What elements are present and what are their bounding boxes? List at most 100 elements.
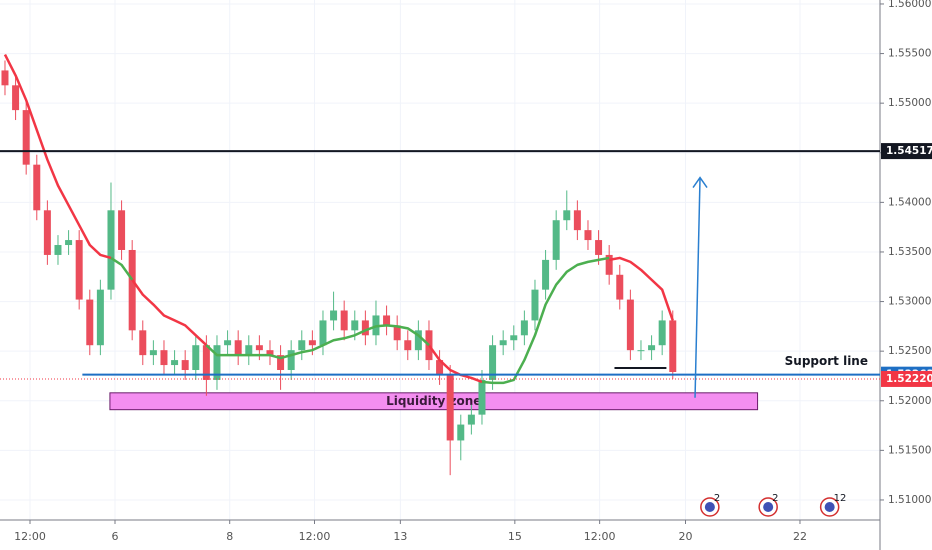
moving-average xyxy=(205,324,430,360)
y-tick-label: 1.51000 xyxy=(888,494,931,506)
candle-body xyxy=(160,350,168,366)
x-tick-label: 22 xyxy=(793,530,807,543)
price-box-label: 1.52220 xyxy=(886,373,932,385)
candle-body xyxy=(414,330,422,351)
candle-body xyxy=(436,360,444,375)
x-tick-label: 12:00 xyxy=(584,530,616,543)
candle-body xyxy=(531,289,539,321)
event-count: 12 xyxy=(834,493,847,504)
candle-body xyxy=(234,340,242,356)
moving-average xyxy=(608,256,674,321)
x-tick-label: 20 xyxy=(678,530,692,543)
candle-body xyxy=(277,355,285,371)
arrow-head xyxy=(692,176,708,188)
candle-body xyxy=(351,320,359,331)
candle-body xyxy=(298,340,306,351)
candle-body xyxy=(308,340,316,346)
liquidity-zone xyxy=(109,392,759,411)
candle-body xyxy=(595,240,603,255)
candle-body xyxy=(457,424,465,441)
candle-body xyxy=(658,320,666,346)
candle-body xyxy=(446,374,454,441)
candle-body xyxy=(340,310,348,331)
y-tick-label: 1.56000 xyxy=(888,0,931,10)
candle-body xyxy=(86,299,94,346)
candle-body xyxy=(245,345,253,356)
candle-body xyxy=(118,210,126,250)
candle-body xyxy=(552,220,560,260)
x-tick-label: 12:00 xyxy=(14,530,46,543)
candle-body xyxy=(510,335,518,341)
candle-body xyxy=(54,245,62,255)
level-text: Support line xyxy=(785,354,868,368)
candle-body xyxy=(669,320,677,372)
x-tick-label: 15 xyxy=(508,530,522,543)
candle-body xyxy=(96,289,104,346)
candle-body xyxy=(255,345,263,351)
candle-body xyxy=(584,230,592,241)
moving-average xyxy=(427,344,483,384)
y-tick-label: 1.55500 xyxy=(888,48,931,60)
candle-body xyxy=(128,249,136,331)
event-count: 2 xyxy=(772,493,778,504)
price-box xyxy=(881,143,932,160)
candle-body xyxy=(467,414,475,425)
y-tick-label: 1.53500 xyxy=(888,246,931,258)
candle-body xyxy=(43,210,51,255)
candle-body xyxy=(542,259,550,290)
y-tick-label: 1.55000 xyxy=(888,97,931,109)
candle-body xyxy=(648,345,656,351)
candle-body xyxy=(489,345,497,380)
moving-average xyxy=(110,256,134,281)
price-box xyxy=(881,370,932,387)
candle-body xyxy=(107,210,115,290)
zone-label: Liquidity zone xyxy=(386,394,481,408)
candle-body xyxy=(383,315,391,326)
candle-body xyxy=(65,240,73,246)
candle-body xyxy=(605,254,613,275)
candle-body xyxy=(499,340,507,346)
event-icon-inner xyxy=(763,502,774,512)
candle-body xyxy=(361,320,369,336)
moving-average xyxy=(131,279,208,347)
candle-body xyxy=(202,345,210,380)
y-tick-label: 1.54000 xyxy=(888,196,931,208)
candle-body xyxy=(1,70,9,86)
arrow-shaft xyxy=(694,177,701,398)
event-icon-inner xyxy=(824,502,835,512)
price-box-label: 1.54517 xyxy=(886,145,932,157)
candle-body xyxy=(330,310,338,321)
event-count: 2 xyxy=(714,493,720,504)
candle-body xyxy=(266,350,274,356)
candle-body xyxy=(404,340,412,351)
y-tick-label: 1.53000 xyxy=(888,296,931,308)
candle-body xyxy=(192,345,200,371)
candle-body xyxy=(149,350,157,356)
candle-body xyxy=(478,379,486,415)
x-tick-label: 13 xyxy=(393,530,407,543)
y-tick-label: 1.51500 xyxy=(888,444,931,456)
candle-body xyxy=(139,330,147,356)
x-tick-label: 12:00 xyxy=(299,530,331,543)
candle-body xyxy=(12,85,20,111)
candle-body xyxy=(637,350,645,352)
candle-body xyxy=(319,320,327,346)
moving-average xyxy=(481,256,610,385)
candle-body xyxy=(171,360,179,366)
moving-average xyxy=(3,53,112,260)
candle-body xyxy=(287,350,295,371)
y-tick-label: 1.52000 xyxy=(888,395,931,407)
x-tick-label: 6 xyxy=(112,530,119,543)
candle-body xyxy=(181,360,189,371)
event-icon-inner xyxy=(704,502,715,512)
candle-body xyxy=(616,274,624,300)
candle-body xyxy=(224,340,232,346)
candle-body xyxy=(563,210,571,221)
candle-body xyxy=(626,299,634,351)
candle-body xyxy=(573,210,581,231)
candle-body xyxy=(213,345,221,380)
candle-body xyxy=(22,110,30,165)
candle-body xyxy=(520,320,528,336)
